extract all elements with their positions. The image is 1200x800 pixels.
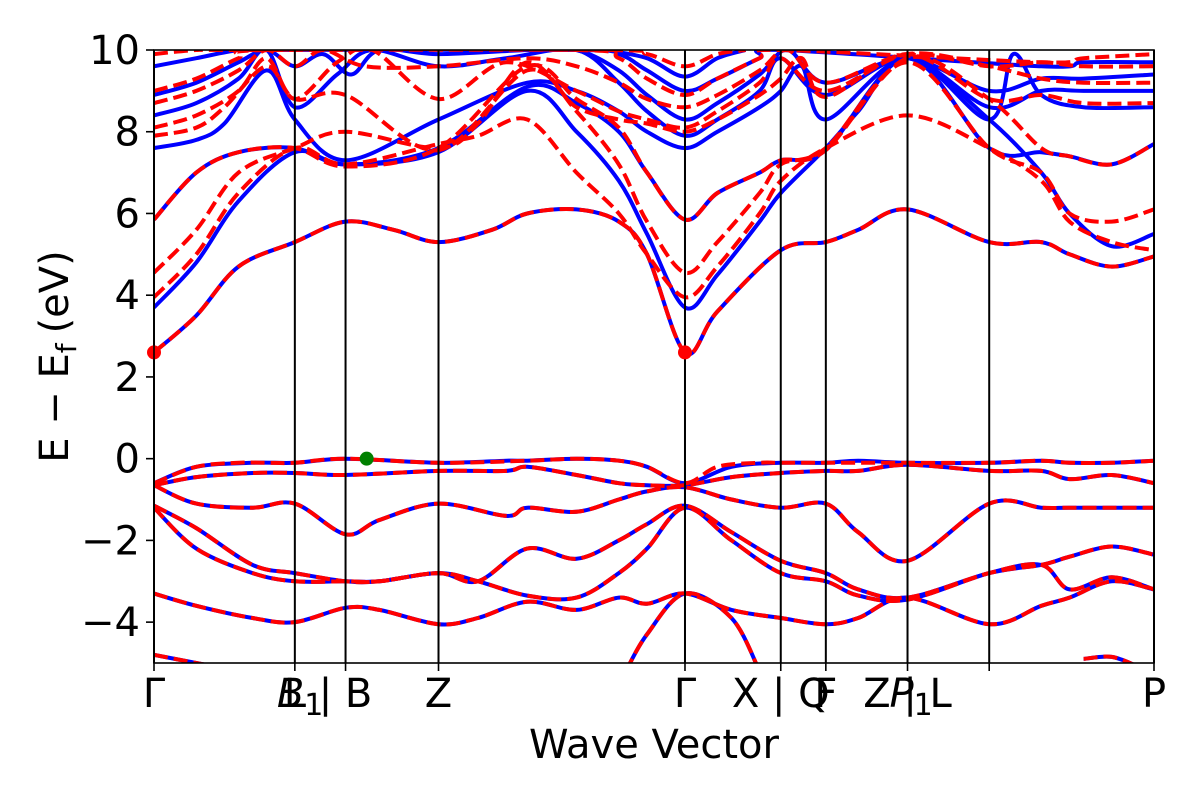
x-tick-label: B1 — [277, 671, 324, 723]
solid-bands — [154, 50, 1154, 663]
dashed-bands — [154, 50, 1154, 663]
x-tick-label: Z | L — [863, 671, 952, 717]
y-axis-label-unit: (eV) — [32, 250, 78, 333]
x-tick-label: P — [1142, 671, 1166, 717]
dashed-band-line-29 — [154, 503, 1154, 601]
x-tick-label: L — [284, 671, 307, 717]
dashed-band-line-34 — [1083, 654, 1136, 663]
x-axis-label: Wave Vector — [529, 722, 780, 768]
dashed-band-line-32 — [154, 652, 207, 663]
dashed-band-line-19 — [154, 60, 1154, 275]
dashed-band-line-24 — [154, 50, 1154, 97]
dashed-band-line-30 — [154, 505, 1154, 604]
dashed-band-line-31 — [154, 579, 1154, 627]
x-tick-label: Γ — [143, 671, 166, 717]
y-tick-label: 8 — [115, 110, 140, 156]
y-tick-label: 6 — [115, 191, 140, 237]
x-tick-label: F — [814, 671, 837, 717]
extrema-markers — [147, 345, 692, 466]
dashed-band-line-26 — [154, 456, 1154, 486]
band-lines — [154, 50, 1154, 663]
y-axis-label-subscript: f — [50, 342, 83, 353]
dashed-band-line-27 — [154, 462, 1154, 488]
dashed-band-line-17 — [154, 206, 1154, 357]
y-axis-label-main: E − E — [32, 353, 78, 463]
y-tick-label: −2 — [81, 518, 140, 564]
x-axis-ticks: Γ LB1| B Z Γ X | QF P1Z | L P — [143, 663, 1166, 723]
y-axis-label: E − Ef (eV) — [32, 250, 83, 463]
y-tick-label: 10 — [89, 28, 140, 74]
dashed-band-line-18 — [154, 113, 1154, 300]
dashed-band-line-28 — [154, 483, 1154, 564]
extremum-marker-2 — [359, 451, 374, 466]
dashed-band-line-25 — [154, 50, 746, 69]
y-tick-label: 0 — [115, 437, 140, 483]
solid-band-line-5 — [154, 579, 1154, 627]
y-tick-label: 2 — [115, 355, 140, 401]
y-tick-label: −4 — [81, 600, 140, 646]
x-tick-label: P1 — [890, 671, 933, 723]
dashed-band-line-33 — [627, 591, 759, 663]
plot-frame — [153, 49, 1155, 664]
extremum-marker-1 — [677, 345, 692, 360]
x-tick-label: | B — [319, 671, 373, 717]
x-tick-label: X | Q — [732, 671, 830, 717]
y-axis-ticks: −4 −2 0 2 4 6 8 10 — [81, 28, 154, 646]
y-tick-label: 4 — [115, 273, 140, 319]
dashed-band-line-21 — [154, 52, 1154, 153]
solid-band-line-2 — [154, 483, 1154, 564]
x-tick-label: Γ — [674, 671, 697, 717]
dashed-band-line-23 — [154, 50, 1154, 110]
x-tick-label: Z — [425, 671, 452, 717]
